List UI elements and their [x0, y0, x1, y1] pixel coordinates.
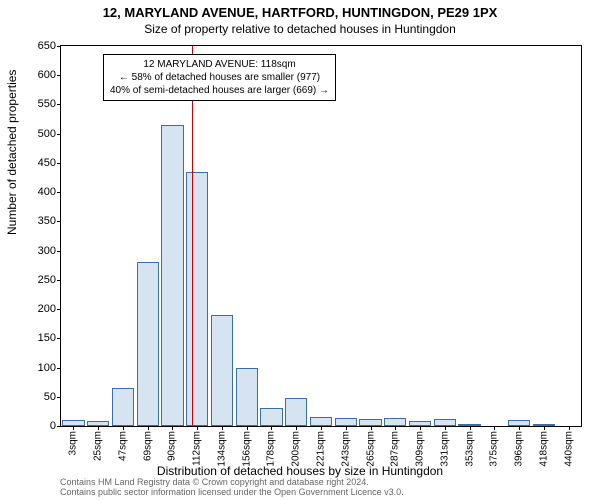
y-tick-mark [57, 426, 61, 427]
y-tick-mark [57, 397, 61, 398]
x-tick-mark [247, 426, 248, 430]
x-tick-mark [569, 426, 570, 430]
y-tick-mark [57, 338, 61, 339]
annotation-line2: ← 58% of detached houses are smaller (97… [110, 71, 329, 84]
x-tick-mark [544, 426, 545, 430]
bar [137, 262, 159, 426]
annotation-line3: 40% of semi-detached houses are larger (… [110, 84, 329, 97]
x-tick-mark [321, 426, 322, 430]
bar [260, 408, 282, 426]
bar [384, 418, 406, 426]
x-tick-label: 331sqm [439, 431, 450, 467]
x-tick-mark [197, 426, 198, 430]
y-tick-mark [57, 75, 61, 76]
x-tick-mark [123, 426, 124, 430]
x-tick-label: 200sqm [291, 431, 302, 467]
bar [236, 368, 258, 426]
x-tick-mark [271, 426, 272, 430]
x-tick-label: 396sqm [514, 431, 525, 467]
x-tick-label: 243sqm [340, 431, 351, 467]
annotation-line1: 12 MARYLAND AVENUE: 118sqm [110, 58, 329, 71]
x-tick-mark [148, 426, 149, 430]
x-axis-label: Distribution of detached houses by size … [0, 464, 600, 478]
x-tick-label: 134sqm [216, 431, 227, 467]
y-tick-mark [57, 163, 61, 164]
y-tick-mark [57, 280, 61, 281]
x-tick-mark [395, 426, 396, 430]
x-tick-label: 309sqm [415, 431, 426, 467]
plot-area: 0501001502002503003504004505005506006503… [60, 45, 582, 427]
x-tick-label: 112sqm [192, 431, 203, 466]
x-tick-mark [519, 426, 520, 430]
y-tick-mark [57, 221, 61, 222]
footer-line2: Contains public sector information licen… [60, 488, 404, 498]
x-tick-label: 287sqm [390, 431, 401, 467]
x-tick-label: 3sqm [68, 431, 79, 455]
x-tick-mark [73, 426, 74, 430]
bar [186, 172, 208, 426]
bar [285, 398, 307, 426]
annotation-box: 12 MARYLAND AVENUE: 118sqm← 58% of detac… [103, 54, 336, 101]
x-tick-label: 47sqm [117, 431, 128, 461]
bar [359, 419, 381, 426]
x-tick-mark [470, 426, 471, 430]
x-tick-mark [420, 426, 421, 430]
chart-title-sub: Size of property relative to detached ho… [0, 22, 600, 36]
bar [161, 125, 183, 426]
bar [434, 419, 456, 426]
x-tick-label: 418sqm [538, 431, 549, 467]
y-tick-mark [57, 134, 61, 135]
x-tick-mark [222, 426, 223, 430]
bar [335, 418, 357, 426]
x-tick-label: 440sqm [563, 431, 574, 467]
reference-line [192, 46, 193, 426]
x-tick-mark [494, 426, 495, 430]
bar [211, 315, 233, 426]
y-tick-mark [57, 46, 61, 47]
x-tick-label: 156sqm [241, 431, 252, 467]
x-tick-mark [346, 426, 347, 430]
x-tick-mark [371, 426, 372, 430]
x-tick-label: 353sqm [464, 431, 475, 467]
x-tick-mark [172, 426, 173, 430]
x-tick-label: 178sqm [266, 431, 277, 467]
y-tick-mark [57, 192, 61, 193]
x-tick-mark [98, 426, 99, 430]
y-tick-mark [57, 104, 61, 105]
x-tick-mark [445, 426, 446, 430]
x-tick-mark [296, 426, 297, 430]
x-tick-label: 375sqm [489, 431, 500, 467]
bar [112, 388, 134, 426]
y-axis-label: Number of detached properties [5, 70, 19, 235]
chart-title-main: 12, MARYLAND AVENUE, HARTFORD, HUNTINGDO… [0, 5, 600, 20]
x-tick-label: 221sqm [316, 431, 327, 467]
x-tick-label: 90sqm [167, 431, 178, 461]
x-tick-label: 69sqm [142, 431, 153, 461]
y-tick-mark [57, 368, 61, 369]
y-tick-mark [57, 251, 61, 252]
y-tick-mark [57, 309, 61, 310]
x-tick-label: 25sqm [93, 431, 104, 461]
footer-text: Contains HM Land Registry data © Crown c… [60, 478, 404, 498]
bar [310, 417, 332, 426]
x-tick-label: 265sqm [365, 431, 376, 467]
